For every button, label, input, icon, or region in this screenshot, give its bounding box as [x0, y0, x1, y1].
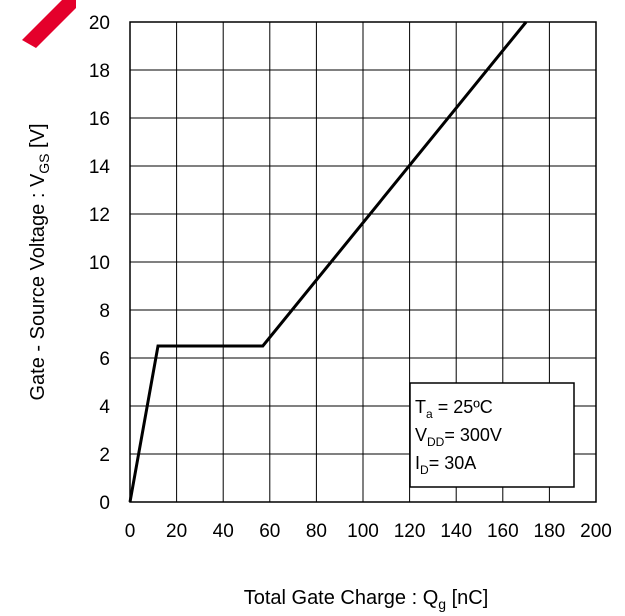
x-tick-label: 200 — [580, 521, 612, 542]
annotation-temperature: Ta = 25ºC — [415, 397, 493, 421]
y-axis-label: Gate - Source Voltage : VGS [V] — [27, 123, 52, 400]
annotation-id: ID= 30A — [415, 453, 476, 477]
x-tick-label: 40 — [213, 521, 234, 542]
y-tick-label: 8 — [99, 301, 110, 322]
watermark-stripe — [22, 0, 76, 48]
x-tick-label: 80 — [306, 521, 327, 542]
series — [128, 21, 528, 503]
conditions-box: Ta = 25ºC VDD= 300V ID= 30A — [409, 382, 575, 488]
x-tick-label: 60 — [259, 521, 280, 542]
y-tick-label: 10 — [89, 253, 110, 274]
y-tick-label: 0 — [99, 493, 110, 514]
y-tick-label: 14 — [89, 157, 111, 178]
x-tick-label: 120 — [394, 521, 426, 542]
x-tick-label: 0 — [125, 521, 136, 542]
x-tick-label: 140 — [440, 521, 472, 542]
x-tick-label: 20 — [166, 521, 187, 542]
x-tick-label: 100 — [347, 521, 379, 542]
plot-frame — [129, 21, 597, 503]
conditions-box-frame — [409, 382, 575, 488]
y-tick-label: 12 — [89, 205, 110, 226]
x-tick-label: 180 — [534, 521, 566, 542]
y-tick-label: 16 — [89, 109, 110, 130]
tick-labels: 0 20 40 60 80 100 120 140 160 180 200 0 2 4 6 8 10 12 14 16… — [89, 13, 612, 542]
y-tick-label: 2 — [99, 445, 110, 466]
x-tick-label: 160 — [487, 521, 519, 542]
y-tick-label: 20 — [89, 13, 110, 34]
vgs-curve — [128, 21, 528, 503]
y-tick-label: 4 — [99, 397, 110, 418]
annotation-vdd: VDD= 300V — [415, 425, 502, 449]
y-tick-label: 18 — [89, 61, 110, 82]
y-tick-label: 6 — [99, 349, 110, 370]
x-axis-label: Total Gate Charge : Qg [nC] — [244, 587, 489, 612]
